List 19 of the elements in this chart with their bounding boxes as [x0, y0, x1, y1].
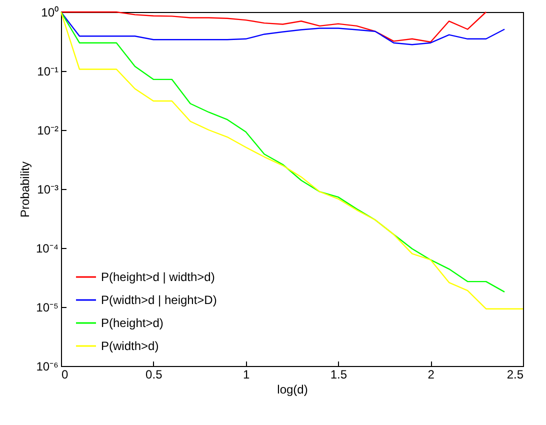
x-tick-label: 1	[242, 368, 250, 382]
x-tick-label: 2	[428, 368, 435, 382]
legend-label: P(width>d)	[101, 339, 159, 353]
y-tick-label: 10⁰	[41, 6, 58, 20]
y-tick-label: 10⁻¹	[37, 64, 59, 78]
x-tick-label: 0.5	[146, 368, 163, 382]
x-tick-label: 1.5	[330, 368, 348, 382]
y-tick-label: 10⁻⁶	[36, 360, 59, 374]
legend-label: P(width>d | height>D)	[101, 293, 217, 307]
y-axis-title: Probability	[18, 161, 32, 218]
legend-label: P(height>d | width>d)	[101, 270, 215, 284]
y-tick-label: 10⁻²	[37, 124, 59, 138]
legend-label: P(height>d)	[101, 316, 164, 330]
y-tick-label: 10⁻⁴	[36, 242, 58, 256]
y-tick-label: 10⁻⁵	[36, 300, 59, 314]
x-axis-title: log(d)	[277, 382, 308, 396]
x-tick-label: 2.5	[506, 368, 524, 382]
y-tick-label: 10⁻³	[37, 182, 59, 196]
x-tick-label: 0	[62, 368, 68, 382]
